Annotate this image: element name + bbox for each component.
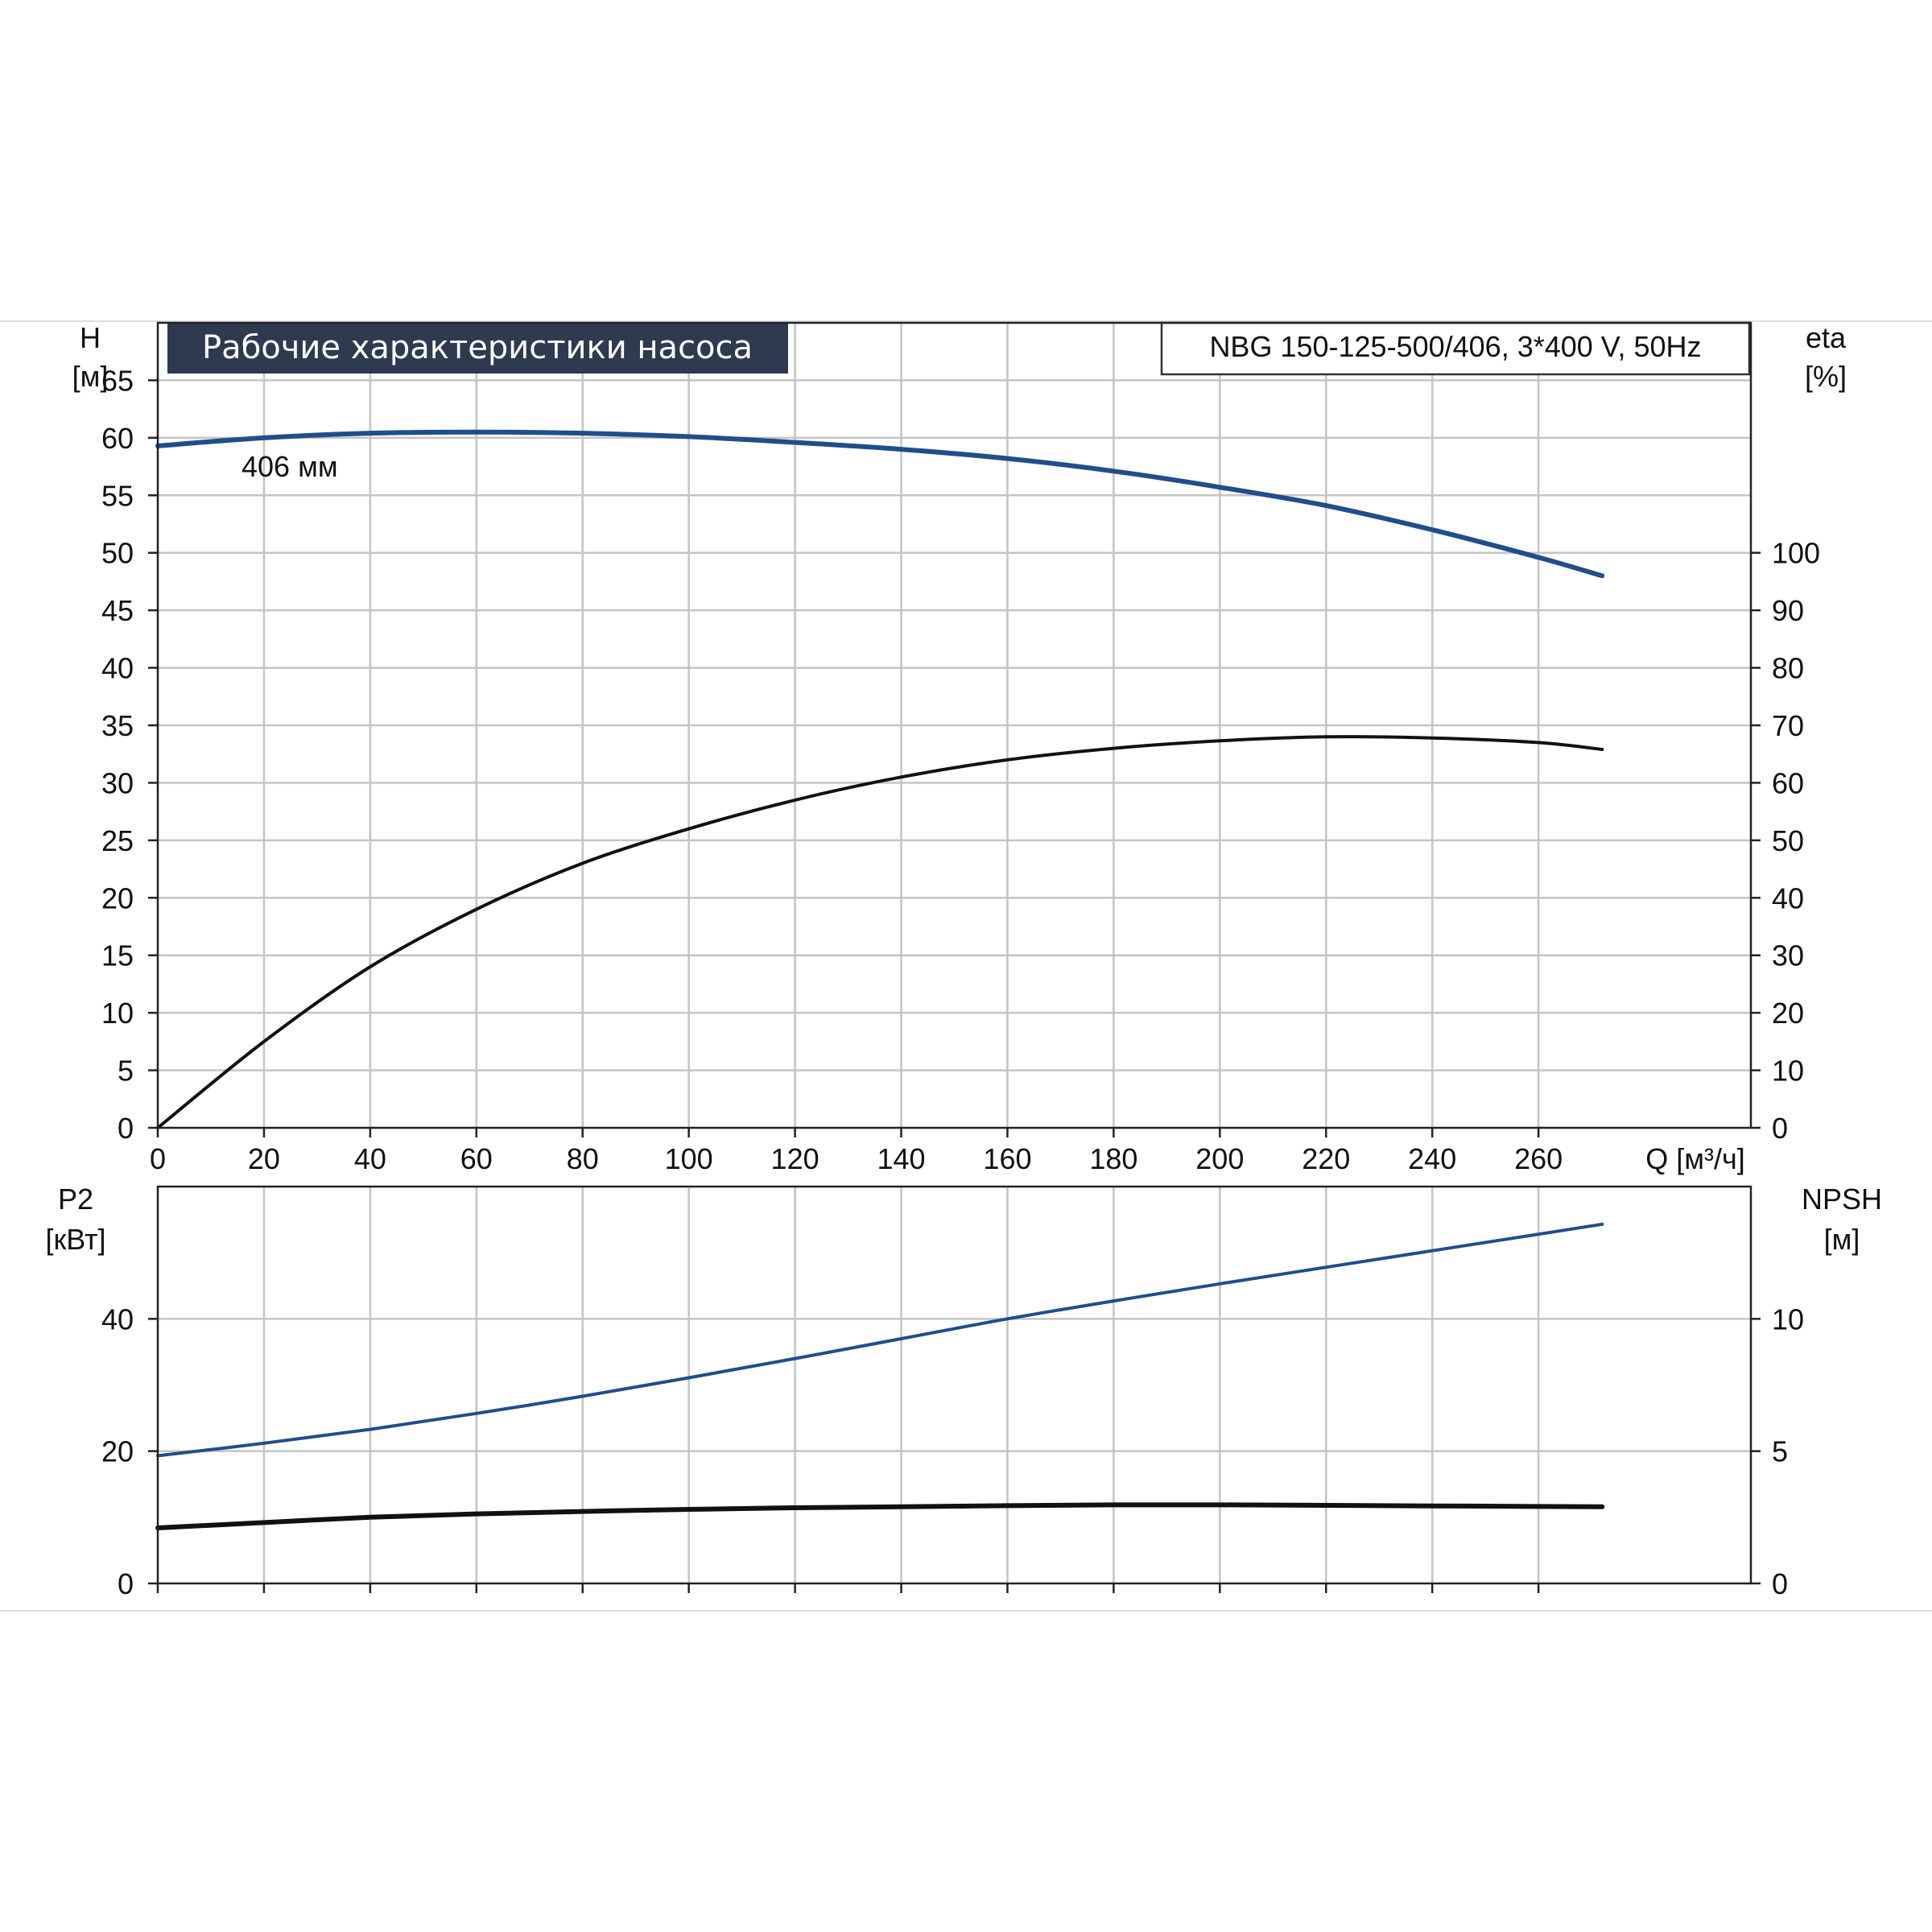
series-line-bottom-1 bbox=[155, 1502, 1605, 1530]
left-tick-label: 40 bbox=[101, 1302, 134, 1335]
left-tick-label: 20 bbox=[101, 881, 134, 914]
left-tick-label: 0 bbox=[118, 1567, 134, 1600]
x-tick-label: 80 bbox=[567, 1142, 599, 1175]
bottom-gridlines bbox=[158, 1187, 1751, 1583]
title-box bbox=[167, 322, 788, 374]
x-tick-label: 220 bbox=[1302, 1142, 1350, 1175]
h-axis-unit: [м] bbox=[72, 360, 109, 393]
impeller-diameter-label: 406 мм bbox=[242, 450, 338, 483]
left-tick-label: 60 bbox=[101, 422, 134, 455]
x-tick-label: 0 bbox=[150, 1142, 166, 1175]
right-tick-label: 0 bbox=[1772, 1112, 1788, 1145]
right-tick-label: 20 bbox=[1772, 997, 1804, 1030]
x-tick-label: 260 bbox=[1514, 1142, 1563, 1175]
left-tick-label: 20 bbox=[101, 1435, 134, 1468]
right-tick-label: 90 bbox=[1772, 594, 1804, 627]
p2-axis-label: P2 bbox=[58, 1183, 93, 1216]
x-tick-label: 40 bbox=[354, 1142, 386, 1175]
x-tick-label: 100 bbox=[665, 1142, 713, 1175]
top-gridlines bbox=[158, 323, 1751, 1128]
right-tick-label: 0 bbox=[1772, 1567, 1788, 1600]
p2-axis-unit: [кВт] bbox=[45, 1223, 105, 1256]
right-tick-label: 5 bbox=[1772, 1435, 1788, 1468]
right-tick-label: 70 bbox=[1772, 709, 1804, 742]
bottom-plot-frame bbox=[156, 1185, 1752, 1585]
npsh-axis-label: NPSH bbox=[1802, 1183, 1882, 1216]
top-plot-frame bbox=[156, 321, 1752, 1129]
x-tick-label: 60 bbox=[460, 1142, 493, 1175]
npsh-axis-unit: [м] bbox=[1824, 1223, 1860, 1256]
left-tick-label: 25 bbox=[101, 824, 134, 857]
x-tick-label: 180 bbox=[1089, 1142, 1137, 1175]
left-tick-label: 55 bbox=[101, 479, 134, 512]
eta-axis-unit: [%] bbox=[1805, 360, 1847, 393]
right-tick-label: 10 bbox=[1772, 1055, 1804, 1088]
model-box bbox=[1160, 321, 1751, 376]
left-tick-label: 0 bbox=[118, 1112, 134, 1145]
left-tick-label: 45 bbox=[101, 594, 134, 627]
left-tick-label: 65 bbox=[101, 364, 134, 397]
top-tick-labels: 0 5 10 15 20 25 30 35 40 45 50 55 60 65 0 10 20 30 40 50 60 7… bbox=[101, 364, 1820, 1175]
eta-axis-label: eta bbox=[1806, 321, 1847, 354]
left-tick-label: 5 bbox=[118, 1055, 134, 1088]
series-line-top-1 bbox=[156, 735, 1604, 1129]
bottom-series bbox=[155, 1222, 1605, 1530]
left-tick-label: 35 bbox=[101, 709, 134, 742]
h-axis-label: H bbox=[80, 321, 101, 354]
chart-title: Рабочие характеристики насоса bbox=[202, 329, 753, 366]
left-tick-label: 15 bbox=[101, 939, 134, 972]
right-tick-label: 30 bbox=[1772, 939, 1804, 972]
right-tick-label: 40 bbox=[1772, 881, 1804, 914]
right-tick-label: 100 bbox=[1772, 537, 1820, 570]
q-axis-label: Q [м³/ч] bbox=[1645, 1142, 1745, 1175]
model-label: NBG 150-125-500/406, 3*400 V, 50Hz bbox=[1209, 330, 1701, 363]
bottom-tick-labels: 0 20 40 0 5 10 bbox=[101, 1302, 1804, 1600]
series-line-bottom-0 bbox=[156, 1222, 1604, 1458]
x-tick-label: 160 bbox=[983, 1142, 1031, 1175]
left-tick-label: 40 bbox=[101, 652, 134, 685]
left-tick-label: 50 bbox=[101, 537, 134, 570]
left-tick-label: 10 bbox=[101, 997, 134, 1030]
series-line-top-0 bbox=[155, 429, 1605, 579]
right-tick-label: 80 bbox=[1772, 652, 1804, 685]
x-tick-label: 200 bbox=[1195, 1142, 1244, 1175]
x-tick-label: 20 bbox=[248, 1142, 280, 1175]
left-tick-label: 30 bbox=[101, 766, 134, 799]
right-tick-label: 10 bbox=[1772, 1302, 1804, 1335]
x-tick-label: 240 bbox=[1408, 1142, 1456, 1175]
right-tick-label: 60 bbox=[1772, 766, 1804, 799]
right-tick-label: 50 bbox=[1772, 824, 1804, 857]
x-tick-label: 140 bbox=[877, 1142, 925, 1175]
x-tick-label: 120 bbox=[771, 1142, 819, 1175]
top-series bbox=[155, 429, 1605, 1129]
